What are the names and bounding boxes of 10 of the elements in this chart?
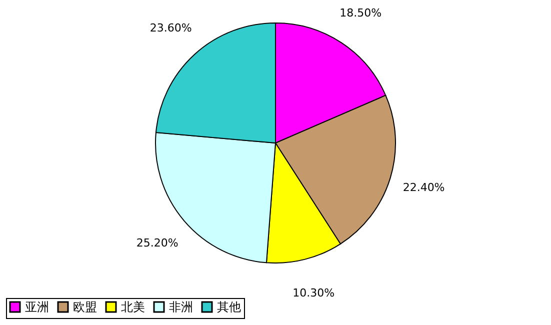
data-label: 22.40% <box>402 181 445 194</box>
legend-label: 北美 <box>121 300 145 314</box>
legend-label: 亚洲 <box>25 300 49 314</box>
data-label: 18.50% <box>340 6 382 20</box>
data-label: 25.20% <box>136 236 178 250</box>
legend-label: 非洲 <box>169 300 193 314</box>
legend-label: 欧盟 <box>73 300 97 314</box>
data-label: 10.30% <box>292 286 335 300</box>
legend-label: 其他 <box>217 300 241 314</box>
data-label: 23.60% <box>150 22 192 35</box>
